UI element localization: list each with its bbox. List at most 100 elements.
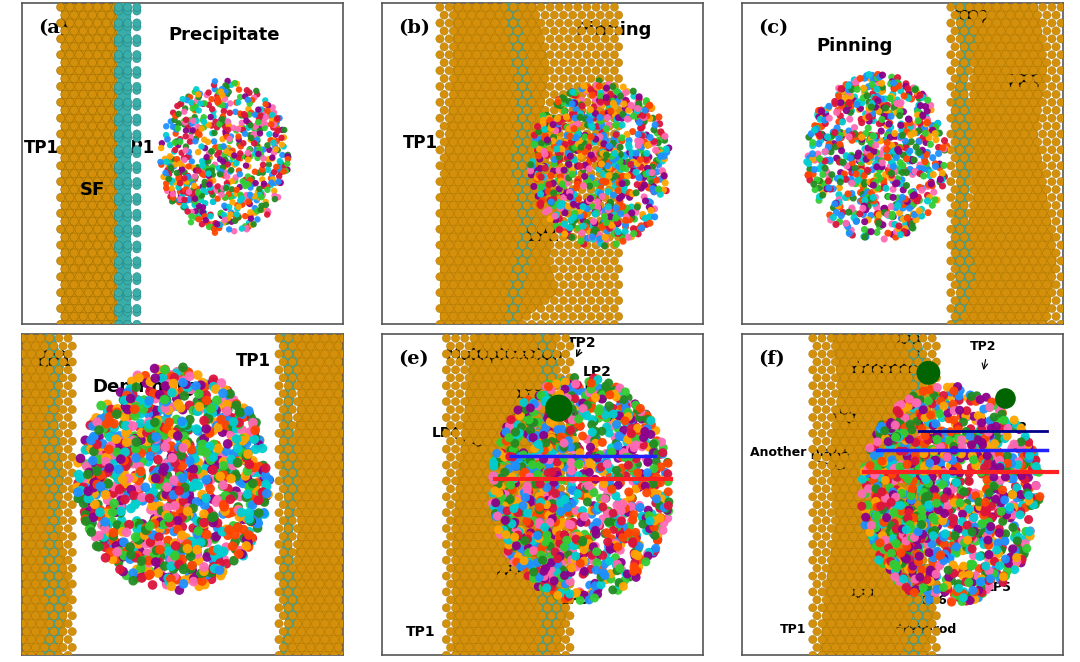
Circle shape: [232, 434, 242, 444]
Circle shape: [166, 555, 176, 565]
Circle shape: [81, 483, 91, 493]
Circle shape: [536, 479, 544, 489]
Circle shape: [18, 413, 26, 422]
Circle shape: [513, 508, 523, 517]
Circle shape: [838, 134, 845, 141]
Circle shape: [1057, 19, 1065, 27]
Circle shape: [984, 66, 991, 75]
Circle shape: [55, 429, 63, 438]
Circle shape: [183, 187, 189, 193]
Circle shape: [202, 570, 212, 579]
Circle shape: [950, 482, 960, 491]
Circle shape: [1052, 217, 1061, 226]
Circle shape: [118, 526, 127, 535]
Circle shape: [913, 510, 922, 518]
Circle shape: [645, 548, 653, 557]
Circle shape: [175, 486, 185, 496]
Circle shape: [1005, 312, 1014, 320]
Circle shape: [896, 112, 903, 119]
Circle shape: [529, 453, 538, 461]
Circle shape: [518, 162, 527, 170]
Circle shape: [1039, 289, 1047, 297]
Circle shape: [180, 535, 190, 545]
Circle shape: [921, 475, 930, 484]
Circle shape: [97, 281, 106, 289]
Circle shape: [171, 197, 177, 203]
Circle shape: [70, 138, 78, 146]
Circle shape: [70, 249, 78, 257]
Circle shape: [524, 454, 534, 463]
Circle shape: [70, 58, 78, 67]
Circle shape: [864, 484, 873, 493]
Circle shape: [559, 122, 568, 130]
Circle shape: [664, 501, 673, 510]
Circle shape: [50, 643, 58, 651]
Circle shape: [123, 23, 132, 31]
Circle shape: [545, 137, 553, 144]
Circle shape: [916, 514, 924, 523]
Circle shape: [604, 114, 611, 120]
Circle shape: [903, 128, 910, 135]
Circle shape: [885, 167, 892, 173]
Circle shape: [527, 422, 537, 432]
Circle shape: [537, 19, 545, 27]
Circle shape: [367, 540, 375, 549]
Circle shape: [870, 491, 880, 500]
Text: Pinning: Pinning: [576, 21, 651, 40]
Circle shape: [914, 527, 922, 536]
Circle shape: [463, 209, 472, 218]
Circle shape: [56, 130, 65, 138]
Circle shape: [583, 162, 591, 170]
Circle shape: [611, 544, 621, 553]
Circle shape: [613, 130, 620, 138]
Circle shape: [592, 582, 600, 591]
Circle shape: [513, 528, 522, 537]
Circle shape: [266, 156, 272, 162]
Circle shape: [1042, 281, 1051, 289]
Circle shape: [919, 448, 928, 457]
Circle shape: [125, 394, 135, 404]
Circle shape: [515, 588, 524, 596]
Circle shape: [623, 528, 632, 537]
Circle shape: [89, 90, 96, 99]
Circle shape: [891, 365, 900, 374]
Circle shape: [55, 636, 63, 643]
Circle shape: [206, 568, 216, 577]
Circle shape: [440, 265, 448, 273]
Circle shape: [510, 451, 518, 461]
Circle shape: [507, 524, 515, 533]
Circle shape: [134, 518, 143, 528]
Circle shape: [269, 118, 275, 124]
Circle shape: [541, 42, 550, 51]
Circle shape: [920, 442, 930, 451]
Circle shape: [909, 556, 918, 565]
Circle shape: [352, 500, 361, 509]
Circle shape: [555, 534, 565, 543]
Circle shape: [832, 405, 839, 414]
Circle shape: [556, 507, 565, 516]
Circle shape: [539, 530, 548, 539]
Circle shape: [646, 214, 652, 220]
Circle shape: [603, 507, 611, 516]
Circle shape: [582, 391, 591, 400]
Circle shape: [990, 439, 999, 448]
Circle shape: [221, 216, 228, 223]
Circle shape: [321, 651, 329, 659]
Circle shape: [243, 154, 249, 160]
Circle shape: [171, 447, 180, 456]
Circle shape: [900, 201, 907, 208]
Circle shape: [302, 461, 311, 469]
Circle shape: [107, 58, 114, 67]
Circle shape: [901, 429, 908, 438]
Circle shape: [535, 520, 543, 529]
Circle shape: [838, 88, 846, 95]
Circle shape: [83, 492, 93, 502]
Circle shape: [224, 463, 233, 473]
Circle shape: [809, 620, 816, 628]
Circle shape: [935, 396, 945, 404]
Circle shape: [27, 365, 36, 374]
Circle shape: [370, 405, 379, 414]
Circle shape: [122, 547, 132, 557]
Circle shape: [136, 563, 146, 573]
Circle shape: [1024, 169, 1032, 178]
